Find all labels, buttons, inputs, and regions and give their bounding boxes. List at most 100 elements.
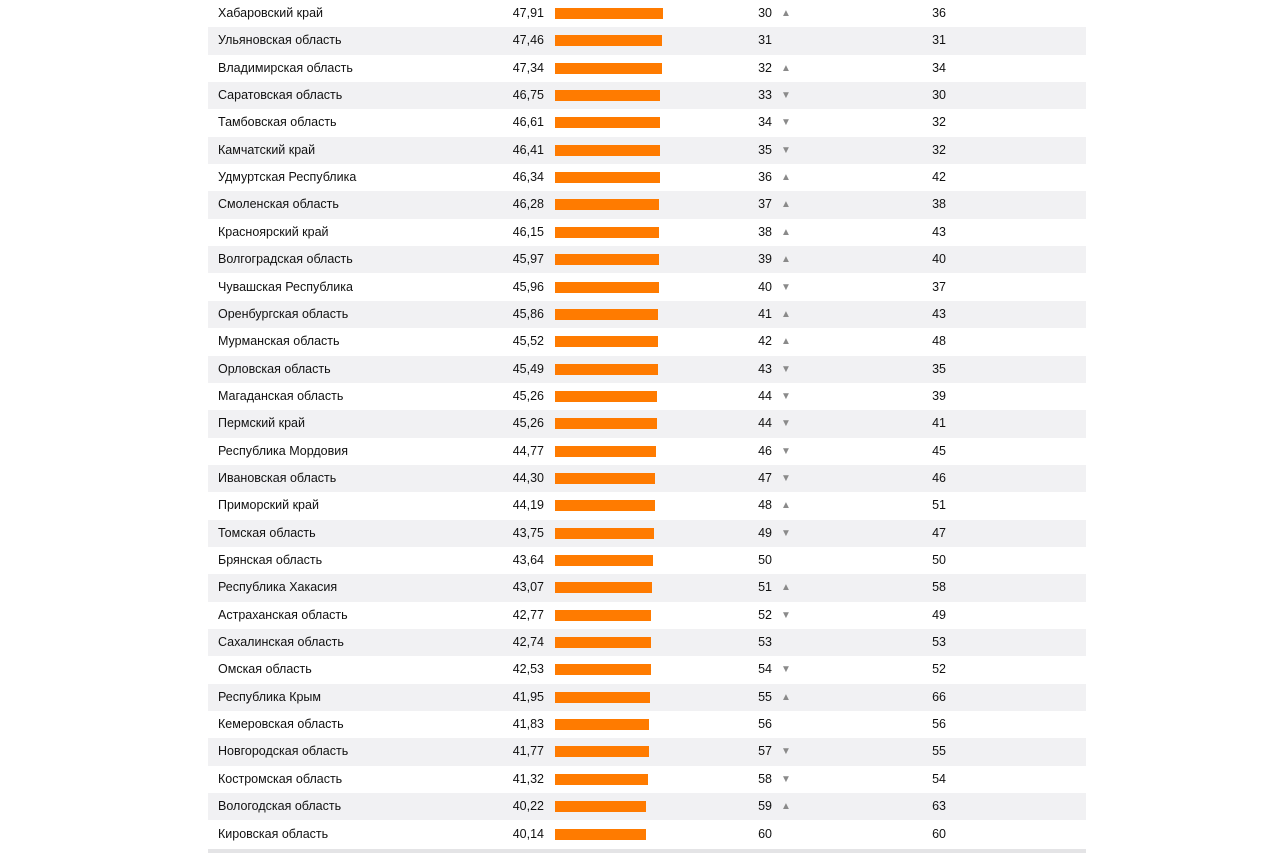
rank-value: 39 [758,252,772,267]
score-value: 45,52 [512,334,544,349]
score-value: 43,64 [512,553,544,567]
rank-value: 34 [758,115,772,130]
rank-value: 40 [758,279,772,294]
table-row: Ульяновская область 47,46 31 31 [208,27,1086,55]
previous-rank-value: 43 [932,224,946,239]
score-value: 42,74 [512,635,544,650]
previous-rank-value: 38 [932,197,946,212]
region-name: Магаданская область [218,388,344,403]
score-bar [555,746,650,758]
score-value: 44,77 [512,443,544,458]
rank-value: 48 [758,498,772,513]
rank-value: 52 [758,607,772,622]
table-row: Орловская область 45,49 43 ▼ 35 [208,355,1086,383]
trend-down-icon: ▼ [781,117,791,129]
score-bar [555,62,662,74]
rank-value: 56 [758,717,772,732]
score-bar [555,390,657,402]
score-bar [555,719,650,731]
score-bar [555,637,652,649]
table-row: Ивановская область 44,30 47 ▼ 46 [208,464,1086,493]
previous-rank-value: 56 [932,717,946,732]
previous-rank-value: 58 [932,580,946,595]
table-row: Красноярский край 46,15 38 ▲ 43 [208,219,1086,246]
rank-value: 46 [758,443,772,458]
region-name: Владимирская область [218,60,353,75]
trend-down-icon: ▼ [781,90,791,102]
rank-value: 53 [758,635,772,650]
previous-rank-value: 41 [932,416,946,431]
score-bar [555,90,661,102]
score-bar [555,336,658,348]
previous-rank-value: 55 [932,744,946,759]
score-bar [555,773,649,785]
previous-rank-value: 49 [932,607,946,622]
trend-up-icon: ▲ [781,582,791,594]
trend-down-icon: ▼ [781,527,791,539]
previous-rank-value: 66 [932,689,946,704]
region-name: Республика Крым [218,689,322,704]
region-name: Пермский край [218,416,305,431]
score-bar [555,609,652,621]
region-name: Астраханская область [218,607,348,622]
rank-value: 44 [758,388,772,403]
rank-value: 35 [758,142,772,157]
score-bar [555,418,657,430]
score-bar [555,144,660,156]
score-value: 43,75 [512,525,544,540]
previous-rank-value: 47 [932,525,946,540]
score-value: 46,34 [512,170,544,185]
region-name: Костромская область [218,771,343,786]
table-row: Владимирская область 47,34 32 ▲ 34 [208,55,1086,82]
score-bar [555,472,655,484]
table-row: Республика Крым 41,95 55 ▲ 66 [208,683,1086,712]
previous-rank-value: 32 [932,142,946,157]
trend-up-icon: ▲ [781,500,791,512]
region-name: Чувашская Республика [218,279,353,294]
trend-down-icon: ▼ [781,445,791,457]
region-name: Камчатский край [218,142,316,157]
region-name: Сахалинская область [218,635,344,650]
table-row: Хабаровский край 47,91 30 ▲ 36 [208,0,1086,27]
score-bar [555,500,655,512]
table-row: Республика Мордовия 44,77 46 ▼ 45 [208,438,1086,465]
trend-up-icon: ▲ [781,254,791,266]
score-value: 41,83 [512,717,544,732]
rank-value: 42 [758,334,772,349]
previous-rank-value: 30 [932,88,946,103]
trend-down-icon: ▼ [781,472,791,484]
previous-rank-value: 43 [932,306,946,321]
score-bar [555,254,659,266]
score-bar [555,582,653,594]
rank-value: 31 [758,33,772,48]
table-row: Кемеровская область 41,83 56 56 [208,711,1086,738]
rank-value: 33 [758,88,772,103]
score-value: 45,26 [512,388,544,403]
rank-value: 49 [758,525,772,540]
trend-up-icon: ▲ [781,62,791,74]
rank-value: 54 [758,662,772,677]
trend-down-icon: ▼ [781,609,791,621]
previous-rank-value: 37 [932,279,946,294]
table-row: Волгоградская область 45,97 39 ▲ 40 [208,246,1086,274]
region-name: Оренбургская область [218,306,349,321]
trend-up-icon: ▲ [781,308,791,320]
table-row: Вологодская область 40,22 59 ▲ 63 [208,793,1086,821]
score-bar [555,308,659,320]
trend-down-icon: ▼ [781,664,791,676]
region-name: Тамбовская область [218,115,337,130]
table-row: Приморский край 44,19 48 ▲ 51 [208,492,1086,519]
region-name: Волгоградская область [218,252,353,267]
region-name: Ивановская область [218,470,337,485]
rank-value: 44 [758,416,772,431]
trend-up-icon: ▲ [781,336,791,348]
table-row: Магаданская область 45,26 44 ▼ 39 [208,383,1086,410]
score-value: 47,91 [512,6,544,20]
score-value: 46,41 [512,142,544,157]
rank-value: 59 [758,799,772,814]
score-value: 40,22 [512,799,544,814]
score-value: 41,95 [512,689,544,704]
trend-down-icon: ▼ [781,390,791,402]
rank-value: 32 [758,60,772,75]
region-name: Мурманская область [218,334,340,349]
